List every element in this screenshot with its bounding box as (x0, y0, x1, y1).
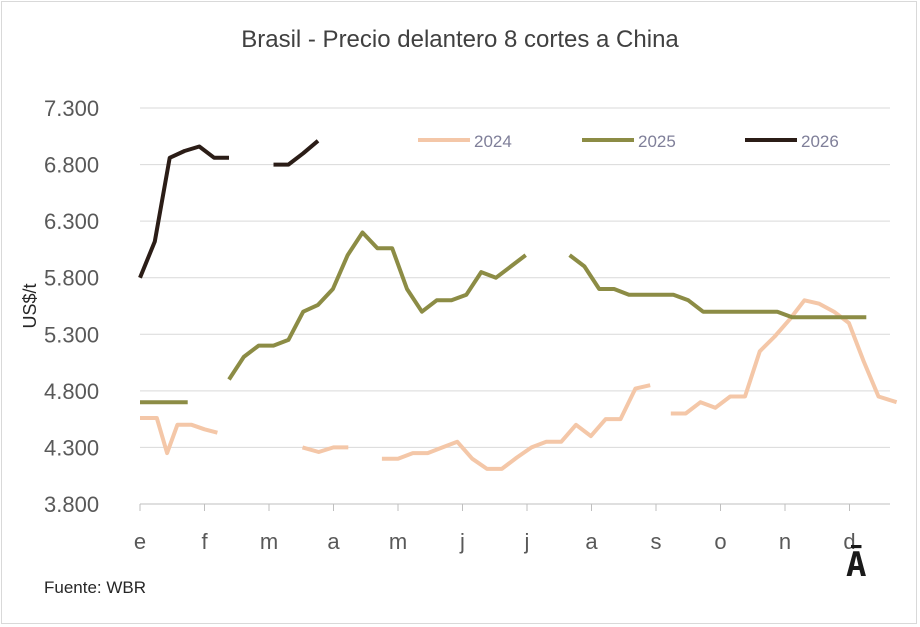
y-tick-label: 6.300 (44, 209, 99, 234)
x-tick-label: e (134, 529, 146, 554)
series-line-2024 (301, 445, 349, 454)
axes: 3.800 4.300 4.800 5.300 5.800 6.300 6.800 7.300… (20, 96, 890, 554)
y-tick-label: 3.800 (44, 492, 99, 517)
x-tick-label: f (201, 529, 208, 554)
x-tick-label: a (327, 529, 340, 554)
x-tick-label: n (779, 529, 791, 554)
x-tick-label: a (585, 529, 598, 554)
logo-mark: Ā (846, 545, 867, 585)
x-tick-label: j (459, 529, 465, 554)
y-tick-label: 4.300 (44, 435, 99, 460)
y-tick-label: 6.800 (44, 153, 99, 178)
x-tick-label: o (714, 529, 726, 554)
legend: 2024 2025 2026 (418, 132, 839, 151)
gridlines (140, 107, 890, 448)
series-line-2025 (227, 230, 527, 381)
y-tick-label: 4.800 (44, 379, 99, 404)
y-tick-label: 5.300 (44, 322, 99, 347)
x-tick-label: m (389, 529, 407, 554)
x-tick-label: d (843, 529, 855, 554)
series-line-2024 (381, 383, 651, 471)
legend-label-2025: 2025 (638, 132, 676, 151)
series-line-2024 (140, 416, 218, 456)
source-note: Fuente: WBR (44, 578, 147, 597)
x-tick-label: j (524, 529, 530, 554)
x-tick-label: s (651, 529, 662, 554)
y-tick-label: 7.300 (44, 96, 99, 121)
y-tick-label: 5.800 (44, 266, 99, 291)
series-lines (138, 139, 898, 471)
legend-label-2024: 2024 (474, 132, 512, 151)
chart-title: Brasil - Precio delantero 8 cortes a Chi… (241, 26, 679, 53)
legend-label-2026: 2026 (801, 132, 839, 151)
y-axis-label: US$/t (20, 283, 40, 328)
series-line-2026 (138, 144, 229, 279)
series-line-2026 (273, 139, 320, 167)
x-tick-label: m (260, 529, 278, 554)
series-line-2025 (568, 253, 867, 320)
series-line-2024 (670, 298, 898, 416)
